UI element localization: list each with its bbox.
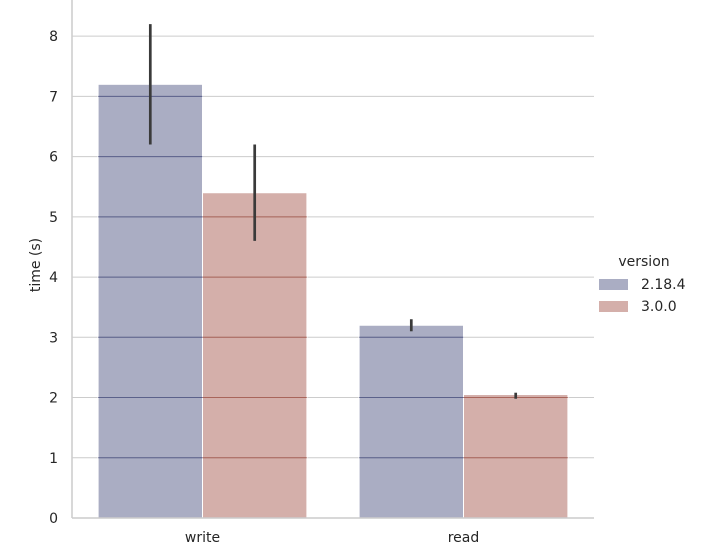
error-bars — [148, 24, 518, 399]
legend-label: 2.18.4 — [641, 277, 686, 293]
y-tick-label: 0 — [49, 511, 58, 527]
legend-title: version — [618, 254, 669, 270]
y-tick-label: 1 — [49, 451, 58, 467]
bar — [358, 324, 465, 519]
y-tick-label: 6 — [49, 150, 58, 166]
legend-swatch — [599, 301, 628, 312]
y-tick-label: 3 — [49, 330, 58, 346]
bars — [97, 83, 569, 519]
bar — [463, 394, 569, 519]
x-tick-label: write — [185, 530, 220, 546]
y-tick-label: 4 — [49, 270, 58, 286]
axes — [71, 0, 594, 519]
x-tick-label: read — [448, 530, 480, 546]
y-tick-label: 7 — [49, 89, 58, 105]
x-tick-labels: write read — [185, 530, 479, 546]
bar — [97, 83, 203, 519]
y-tick-label: 5 — [49, 210, 58, 226]
y-tick-labels: 0 1 2 3 4 5 6 7 8 — [49, 29, 58, 527]
bar — [202, 192, 308, 519]
legend-label: 3.0.0 — [641, 299, 677, 315]
y-tick-label: 2 — [49, 391, 58, 407]
y-tick-label: 8 — [49, 29, 58, 45]
legend: version 2.18.4 3.0.0 — [599, 254, 686, 315]
legend-swatch — [599, 279, 628, 290]
y-axis-label: time (s) — [28, 238, 44, 292]
